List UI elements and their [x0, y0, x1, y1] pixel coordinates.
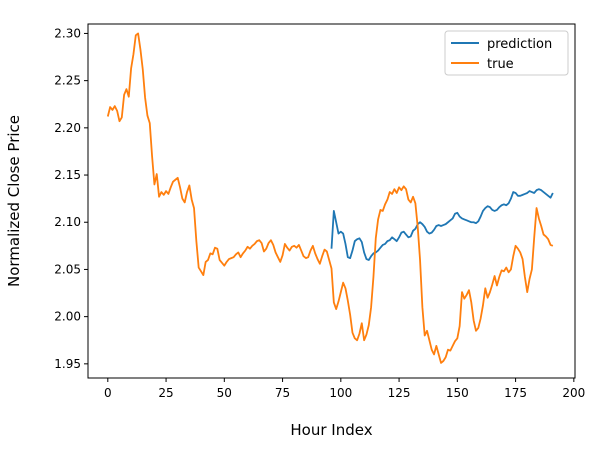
- x-tick-label: 175: [504, 386, 527, 400]
- x-tick-label: 125: [388, 386, 411, 400]
- x-axis-ticks: 0 25 50 75 100 125 150 175 200: [104, 378, 585, 400]
- x-axis-label: Hour Index: [290, 421, 372, 439]
- legend-label-prediction: prediction: [487, 37, 552, 52]
- x-tick-label: 0: [104, 386, 112, 400]
- series-line-prediction: [330, 188, 554, 261]
- x-tick-label: 25: [158, 386, 173, 400]
- y-tick-label: 1.95: [54, 357, 81, 371]
- legend-label-true: true: [487, 57, 514, 72]
- x-tick-label: 100: [329, 386, 352, 400]
- y-axis-label: Normalized Close Price: [5, 115, 23, 287]
- plot-area: [106, 32, 554, 364]
- y-tick-label: 2.10: [54, 215, 81, 229]
- x-tick-label: 200: [562, 386, 585, 400]
- series-line-true: [106, 32, 554, 364]
- x-tick-label: 50: [217, 386, 232, 400]
- y-tick-label: 2.30: [54, 26, 81, 40]
- x-tick-label: 150: [446, 386, 469, 400]
- y-tick-label: 2.00: [54, 310, 81, 324]
- y-axis-ticks: 1.95 2.00 2.05 2.10 2.15 2.20 2.25 2.30: [54, 26, 88, 371]
- y-tick-label: 2.20: [54, 121, 81, 135]
- x-tick-label: 75: [275, 386, 290, 400]
- y-tick-label: 2.05: [54, 262, 81, 276]
- legend: prediction true: [444, 30, 569, 76]
- y-tick-label: 2.15: [54, 168, 81, 182]
- axes-frame: [87, 23, 576, 379]
- y-tick-label: 2.25: [54, 74, 81, 88]
